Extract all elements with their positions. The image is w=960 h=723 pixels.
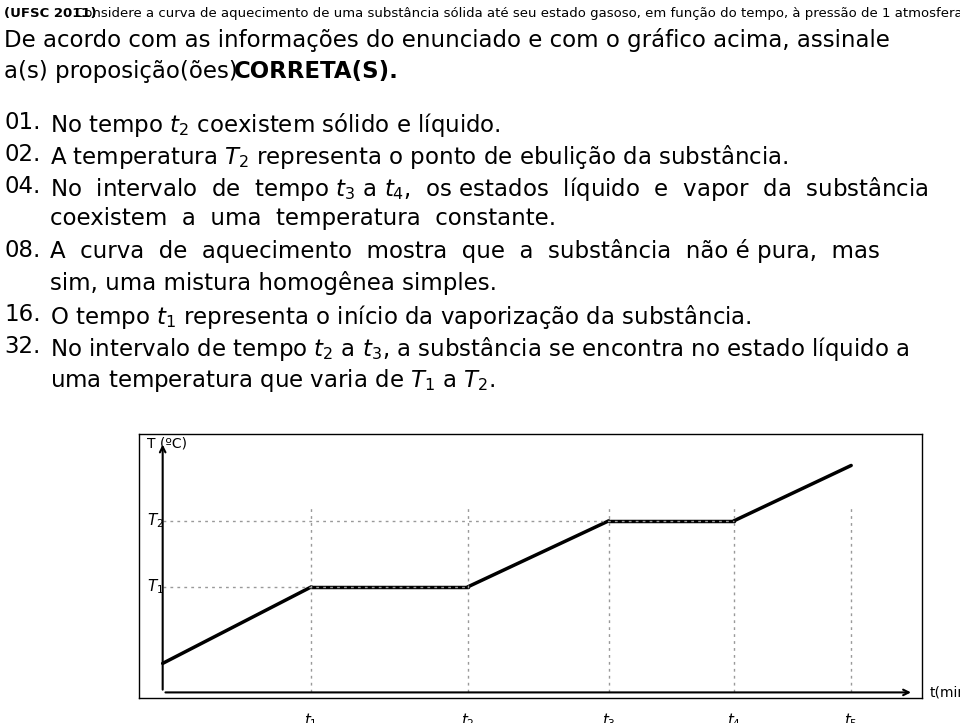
Text: CORRETA(S).: CORRETA(S). xyxy=(234,60,398,83)
Text: No tempo $t_2$ coexistem sólido e líquido.: No tempo $t_2$ coexistem sólido e líquid… xyxy=(50,111,501,140)
Text: uma temperatura que varia de $T_1$ a $T_2$.: uma temperatura que varia de $T_1$ a $T_… xyxy=(50,367,495,394)
Text: No  intervalo  de  tempo $t_3$ a $t_4$,  os estados  líquido  e  vapor  da  subs: No intervalo de tempo $t_3$ a $t_4$, os … xyxy=(50,175,928,203)
Text: sim, uma mistura homogênea simples.: sim, uma mistura homogênea simples. xyxy=(50,271,497,295)
Text: $t_4$: $t_4$ xyxy=(727,711,741,723)
Text: $t_2$: $t_2$ xyxy=(461,711,474,723)
Text: T (ºC): T (ºC) xyxy=(147,437,187,450)
Text: t(min.): t(min.) xyxy=(929,685,960,699)
Text: De acordo com as informações do enunciado e com o gráfico acima, assinale: De acordo com as informações do enunciad… xyxy=(4,28,890,52)
Text: 16.: 16. xyxy=(4,303,40,326)
Text: A temperatura $T_2$ representa o ponto de ebulição da substância.: A temperatura $T_2$ representa o ponto d… xyxy=(50,143,789,171)
Text: $T_1$: $T_1$ xyxy=(147,578,164,596)
Text: 08.: 08. xyxy=(4,239,40,262)
Text: coexistem  a  uma  temperatura  constante.: coexistem a uma temperatura constante. xyxy=(50,208,556,230)
Text: 32.: 32. xyxy=(4,335,40,358)
Text: a(s) proposição(ões): a(s) proposição(ões) xyxy=(4,60,245,83)
Text: 01.: 01. xyxy=(4,111,40,134)
Text: $t_1$: $t_1$ xyxy=(304,711,318,723)
Text: 02.: 02. xyxy=(4,143,40,166)
Text: (UFSC 2011): (UFSC 2011) xyxy=(4,7,97,20)
Text: 04.: 04. xyxy=(4,175,40,198)
Text: Considere a curva de aquecimento de uma substância sólida até seu estado gasoso,: Considere a curva de aquecimento de uma … xyxy=(75,7,960,20)
Text: O tempo $t_1$ representa o início da vaporização da substância.: O tempo $t_1$ representa o início da vap… xyxy=(50,303,752,331)
Text: A  curva  de  aquecimento  mostra  que  a  substância  não é pura,  mas: A curva de aquecimento mostra que a subs… xyxy=(50,239,880,263)
Text: No intervalo de tempo $t_2$ a $t_3$, a substância se encontra no estado líquido : No intervalo de tempo $t_2$ a $t_3$, a s… xyxy=(50,335,909,363)
Text: $t_3$: $t_3$ xyxy=(602,711,615,723)
Text: $t_5$: $t_5$ xyxy=(844,711,858,723)
Text: $T_2$: $T_2$ xyxy=(147,512,164,530)
